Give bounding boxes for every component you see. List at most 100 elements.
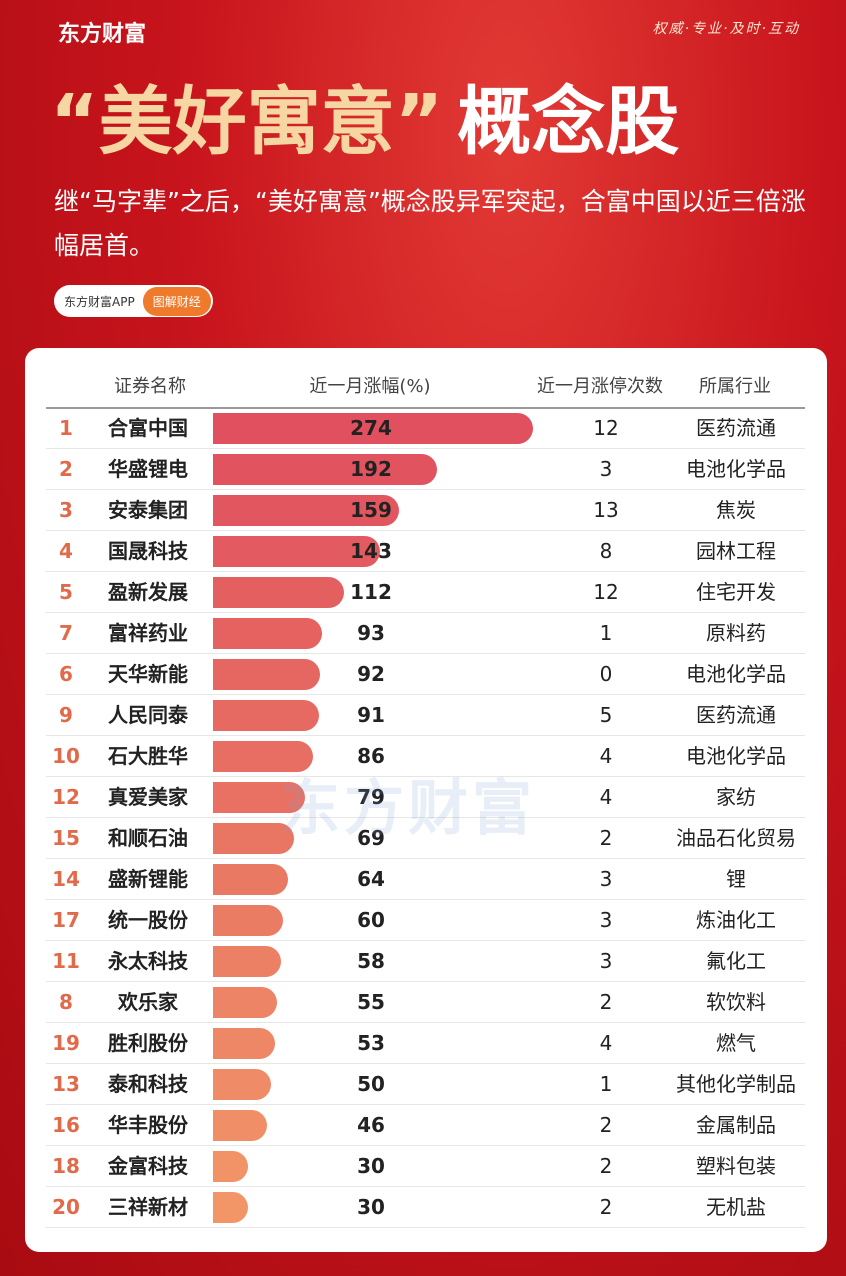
gain-value: 60	[357, 908, 385, 932]
stock-name: 欢乐家	[118, 990, 178, 1014]
stock-name: 泰和科技	[108, 1072, 188, 1096]
limit-up-count: 12	[593, 580, 619, 604]
industry: 电池化学品	[686, 662, 786, 686]
gain-value: 46	[357, 1113, 385, 1137]
gain-value: 55	[357, 990, 385, 1014]
limit-up-count: 2	[599, 826, 613, 850]
rank: 11	[52, 949, 80, 973]
slogan: 权威·专业·及时·互动	[652, 21, 800, 37]
row-rule	[46, 940, 805, 941]
subtitle: 继“马字辈”之后，“美好寓意”概念股异军突起，合富中国以近三倍涨幅居首。	[54, 187, 806, 260]
industry: 锂	[726, 867, 746, 891]
gain-value: 112	[350, 580, 392, 604]
stock-name: 盛新锂能	[108, 867, 188, 891]
row-rule	[46, 489, 805, 490]
rank: 6	[59, 662, 73, 686]
stock-name: 人民同泰	[108, 703, 188, 727]
gain-value: 50	[357, 1072, 385, 1096]
rank: 9	[59, 703, 73, 727]
industry: 原料药	[706, 621, 766, 645]
industry: 电池化学品	[686, 744, 786, 768]
stock-name: 天华新能	[108, 662, 188, 686]
industry: 金属制品	[696, 1113, 776, 1137]
limit-up-count: 3	[599, 949, 613, 973]
industry: 其他化学制品	[676, 1072, 796, 1096]
row-rule	[46, 1227, 805, 1228]
stock-name: 和顺石油	[108, 826, 188, 850]
gain-value: 64	[357, 867, 385, 891]
limit-up-count: 5	[599, 703, 613, 727]
bar	[213, 741, 314, 772]
rank: 16	[52, 1113, 80, 1137]
bar	[213, 495, 399, 526]
stock-name: 合富中国	[108, 416, 188, 440]
row-rule	[46, 530, 805, 531]
column-header: 证券名称	[114, 376, 186, 397]
rank: 10	[52, 744, 80, 768]
limit-up-count: 12	[593, 416, 619, 440]
bar	[213, 1151, 249, 1182]
industry: 焦炭	[716, 498, 756, 522]
row-rule	[46, 1186, 805, 1187]
stock-name: 真爱美家	[108, 785, 188, 809]
brand: 东方财富	[58, 22, 147, 47]
row-rule	[46, 858, 805, 859]
industry: 软饮料	[706, 990, 766, 1014]
title-main: 概念股	[457, 79, 680, 165]
gain-value: 79	[357, 785, 385, 809]
badge-tag: 图解财经	[142, 286, 211, 316]
rank: 17	[52, 908, 80, 932]
row-rule	[46, 817, 805, 818]
bar	[213, 782, 306, 813]
row-rule	[46, 1022, 805, 1023]
bar	[213, 946, 281, 977]
gain-value: 274	[350, 416, 392, 440]
stock-name: 华盛锂电	[108, 457, 188, 481]
gain-value: 58	[357, 949, 385, 973]
rank: 12	[52, 785, 80, 809]
limit-up-count: 4	[599, 785, 613, 809]
limit-up-count: 2	[599, 1195, 613, 1219]
industry: 无机盐	[706, 1195, 766, 1219]
limit-up-count: 1	[599, 621, 613, 645]
bar	[213, 618, 322, 649]
bar	[213, 1110, 267, 1141]
table-card	[25, 348, 827, 1252]
stock-name: 安泰集团	[108, 498, 188, 522]
row-rule	[46, 1104, 805, 1105]
row-rule	[46, 1145, 805, 1146]
row-rule	[46, 653, 805, 654]
bar	[213, 987, 278, 1018]
stock-name: 统一股份	[108, 908, 188, 932]
gain-value: 91	[357, 703, 385, 727]
rank: 5	[59, 580, 73, 604]
column-header: 近一月涨幅(%)	[309, 376, 431, 397]
limit-up-count: 4	[599, 1031, 613, 1055]
row-rule	[46, 448, 805, 449]
watermark: 东方财富	[280, 774, 536, 844]
industry: 油品石化贸易	[676, 826, 796, 850]
bar	[213, 823, 294, 854]
limit-up-count: 1	[599, 1072, 613, 1096]
gain-value: 92	[357, 662, 385, 686]
stock-name: 金富科技	[108, 1154, 188, 1178]
gain-value: 159	[350, 498, 392, 522]
row-rule	[46, 981, 805, 982]
row-rule	[46, 571, 805, 572]
rank: 20	[52, 1195, 80, 1219]
gain-value: 30	[357, 1154, 385, 1178]
row-rule	[46, 776, 805, 777]
stock-name: 国晟科技	[108, 539, 188, 563]
bar	[213, 454, 438, 485]
industry: 园林工程	[696, 539, 776, 563]
bar	[213, 413, 533, 444]
badge: 东方财富APP 图解财经	[54, 285, 213, 317]
industry: 住宅开发	[696, 580, 776, 604]
industry: 医药流通	[696, 416, 776, 440]
gain-value: 53	[357, 1031, 385, 1055]
rank: 19	[52, 1031, 80, 1055]
bar	[213, 700, 320, 731]
bar	[213, 659, 321, 690]
title-quote: “美好寓意”	[50, 79, 444, 165]
bar	[213, 1028, 275, 1059]
